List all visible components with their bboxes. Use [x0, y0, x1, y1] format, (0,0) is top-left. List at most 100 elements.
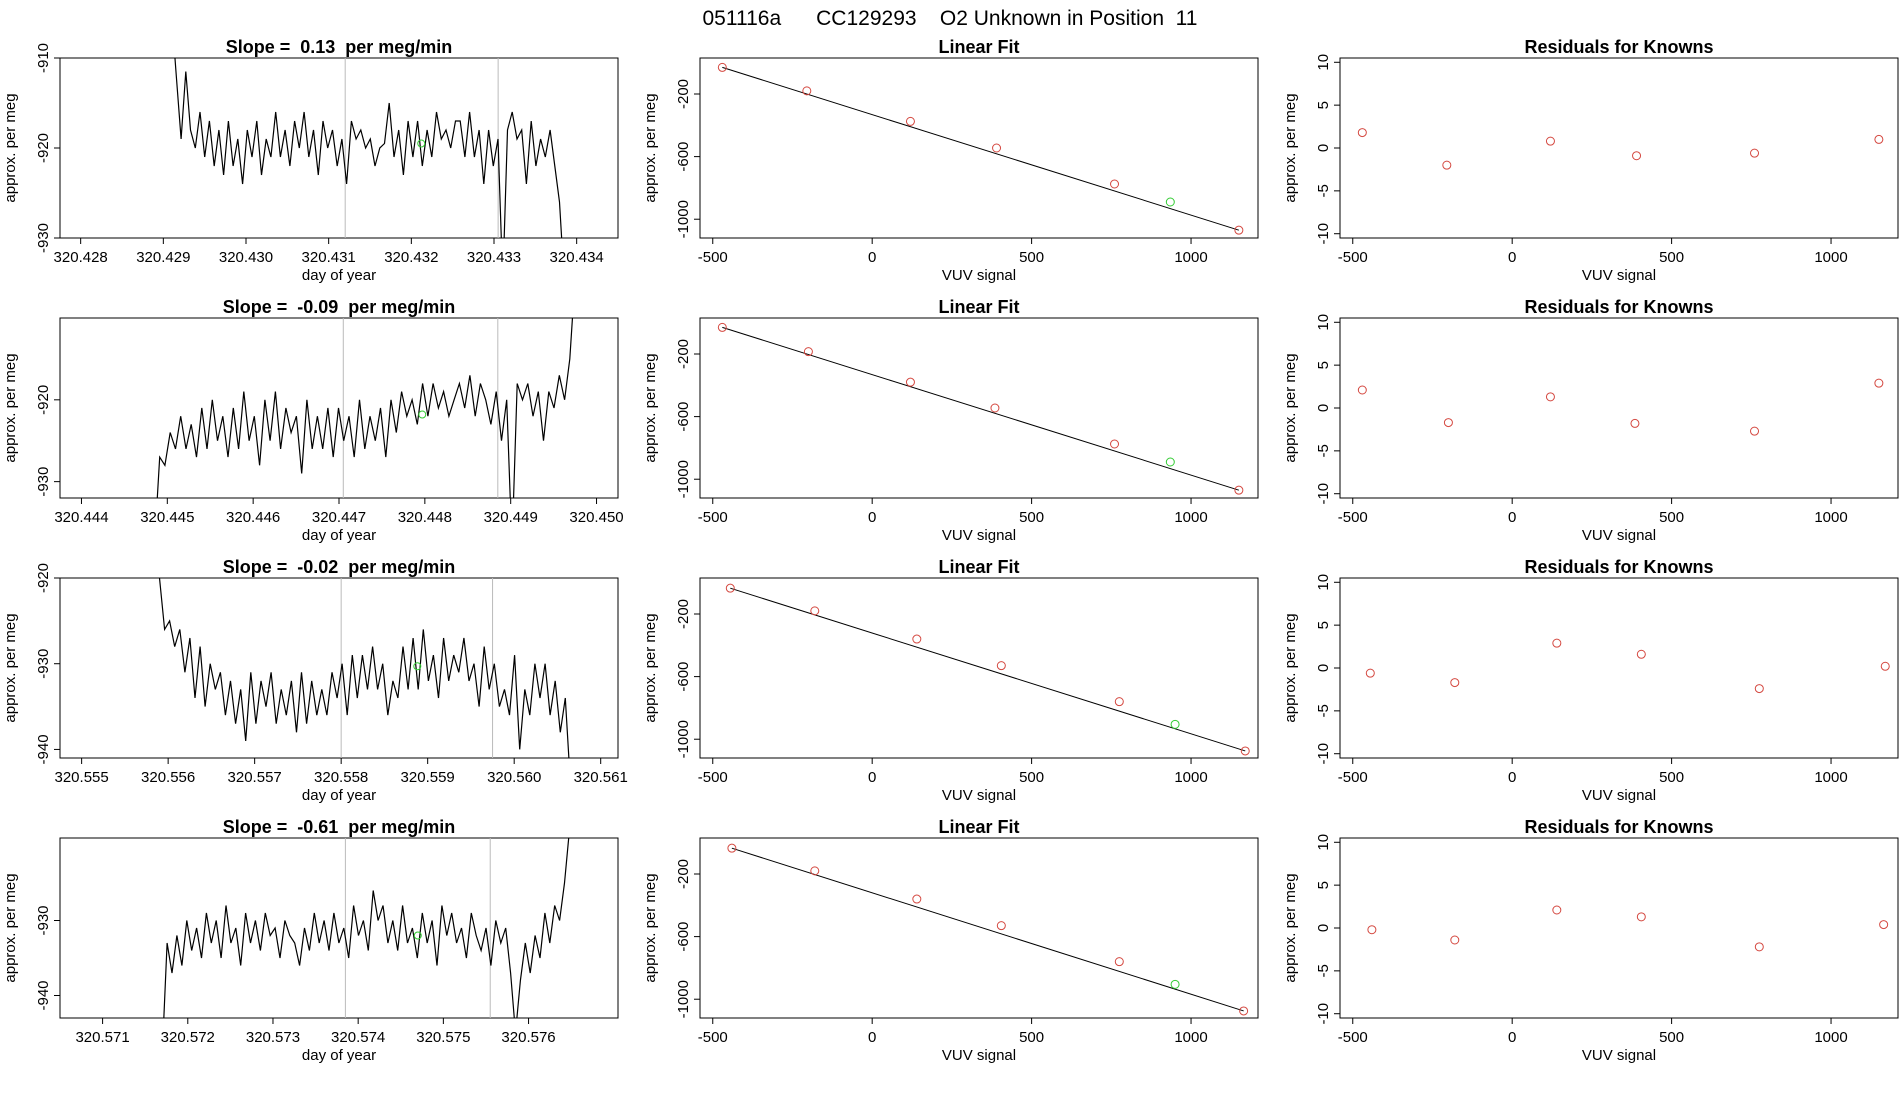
x-tick-label: 320.429: [136, 249, 190, 266]
chart-panel: Slope = 0.13 per meg/min day of year appro…: [2, 37, 619, 284]
chart-title: Residuals for Knowns: [1524, 557, 1713, 577]
figure-title: 051116a CC129293 O2 Unknown in Position …: [703, 7, 1198, 30]
x-tick-label: 0: [868, 509, 876, 526]
x-tick-label: 320.574: [331, 1029, 385, 1046]
x-tick-label: 320.432: [384, 249, 438, 266]
x-tick-label: 1000: [1174, 249, 1207, 266]
y-axis-label: approx. per meg: [2, 873, 19, 982]
y-tick-label: -910: [35, 43, 52, 73]
plot-frame: [699, 317, 1259, 499]
x-tick-label: 320.576: [501, 1029, 555, 1046]
known-point: [1239, 1006, 1249, 1016]
known-point: [1545, 136, 1555, 146]
x-tick-label: 500: [1659, 1029, 1684, 1046]
y-tick-label: -920: [35, 385, 52, 415]
chart-title: Slope = -0.09 per meg/min: [223, 297, 456, 317]
known-point: [727, 843, 737, 853]
x-axis-label: day of year: [302, 787, 376, 804]
y-tick-label: -1000: [675, 200, 692, 238]
x-tick-label: 500: [1019, 249, 1044, 266]
known-point: [1357, 128, 1367, 138]
chart-title: Linear Fit: [938, 817, 1019, 837]
x-tick-label: 1000: [1814, 1029, 1847, 1046]
plot-frame: [1339, 317, 1899, 499]
known-point: [1450, 678, 1460, 688]
unknown-marker: [413, 662, 422, 671]
x-tick-label: 500: [1659, 249, 1684, 266]
x-tick-label: 320.561: [574, 769, 628, 786]
y-tick-label: 0: [1315, 924, 1332, 932]
x-tick-label: 1000: [1814, 769, 1847, 786]
known-point: [1874, 378, 1884, 388]
x-tick-label: 320.449: [484, 509, 538, 526]
y-tick-label: -920: [35, 133, 52, 163]
known-point: [1630, 418, 1640, 428]
y-tick-label: -10: [1315, 1003, 1332, 1025]
y-tick-label: -940: [35, 734, 52, 764]
y-tick-label: -930: [35, 467, 52, 497]
known-point: [717, 62, 727, 72]
x-axis-label: VUV signal: [942, 787, 1016, 804]
y-tick-label: -200: [675, 79, 692, 109]
y-axis-label: approx. per meg: [1282, 353, 1299, 462]
plot-frame: [59, 837, 619, 1019]
known-point: [802, 86, 812, 96]
known-point: [996, 661, 1006, 671]
plot-frame: [699, 577, 1259, 759]
x-tick-label: 1000: [1814, 249, 1847, 266]
unknown-marker: [417, 139, 426, 148]
x-tick-label: 320.434: [550, 249, 604, 266]
known-point: [1450, 935, 1460, 945]
known-point: [992, 143, 1002, 153]
unknown-point: [1170, 719, 1180, 729]
known-point: [810, 866, 820, 876]
chart-title: Linear Fit: [938, 557, 1019, 577]
y-tick-label: -600: [675, 662, 692, 692]
y-tick-label: -930: [35, 649, 52, 679]
y-tick-label: -10: [1315, 223, 1332, 245]
x-tick-label: 0: [1508, 769, 1516, 786]
x-axis-label: VUV signal: [1582, 527, 1656, 544]
known-point: [1750, 148, 1760, 158]
x-tick-label: -500: [698, 1029, 728, 1046]
signal-trace: [163, 838, 570, 1018]
chart-title: Residuals for Knowns: [1524, 37, 1713, 57]
known-point: [1754, 684, 1764, 694]
x-tick-label: 320.555: [55, 769, 109, 786]
chart-title: Slope = -0.61 per meg/min: [223, 817, 456, 837]
y-tick-label: 0: [1315, 404, 1332, 412]
y-axis-label: approx. per meg: [1282, 613, 1299, 722]
x-tick-label: 320.573: [246, 1029, 300, 1046]
known-point: [1110, 179, 1120, 189]
known-point: [803, 347, 813, 357]
chart-panel: Residuals for Knowns VUV signal approx. pe…: [1282, 557, 1899, 804]
x-tick-label: 0: [868, 1029, 876, 1046]
plot-area: [174, 58, 563, 238]
known-point: [912, 894, 922, 904]
signal-trace: [158, 578, 570, 758]
chart-panel: Residuals for Knowns VUV signal approx. pe…: [1282, 37, 1899, 284]
x-axis-label: VUV signal: [942, 1047, 1016, 1064]
known-point: [1880, 661, 1890, 671]
y-tick-label: 5: [1315, 101, 1332, 109]
x-tick-label: 1000: [1814, 509, 1847, 526]
known-point: [1240, 746, 1250, 756]
plot-area: [156, 318, 574, 498]
unknown-point: [1165, 197, 1175, 207]
known-point: [1234, 485, 1244, 495]
y-tick-label: -600: [675, 402, 692, 432]
y-axis-label: approx. per meg: [2, 613, 19, 722]
chart-panel: Slope = -0.09 per meg/min day of year appr…: [2, 297, 624, 544]
x-axis-label: VUV signal: [942, 267, 1016, 284]
y-tick-label: -940: [35, 980, 52, 1010]
chart-title: Linear Fit: [938, 297, 1019, 317]
chart-panel: Linear Fit VUV signal approx. per meg -500 0…: [642, 557, 1259, 804]
chart-title: Slope = -0.02 per meg/min: [223, 557, 456, 577]
plot-area: [163, 838, 570, 1018]
y-axis-label: approx. per meg: [2, 353, 19, 462]
y-axis-label: approx. per meg: [642, 93, 659, 202]
known-point: [717, 322, 727, 332]
x-tick-label: 320.572: [161, 1029, 215, 1046]
y-tick-label: -200: [675, 339, 692, 369]
